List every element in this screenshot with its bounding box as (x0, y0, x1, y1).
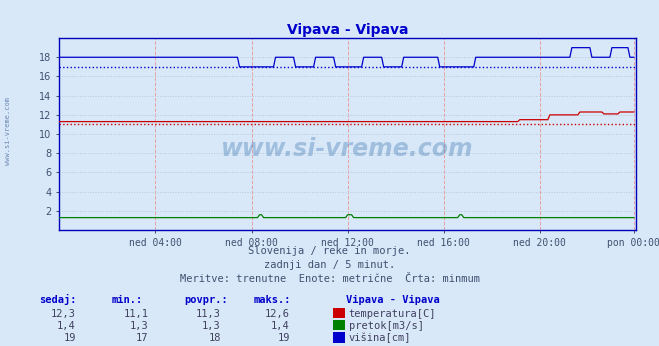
Text: 1,4: 1,4 (272, 321, 290, 331)
Text: 19: 19 (63, 333, 76, 343)
Text: min.:: min.: (112, 295, 143, 305)
Text: pretok[m3/s]: pretok[m3/s] (349, 321, 424, 331)
Text: zadnji dan / 5 minut.: zadnji dan / 5 minut. (264, 260, 395, 270)
Text: 19: 19 (277, 333, 290, 343)
Text: sedaj:: sedaj: (40, 294, 77, 305)
Text: Meritve: trenutne  Enote: metrične  Črta: minmum: Meritve: trenutne Enote: metrične Črta: … (179, 274, 480, 284)
Text: 17: 17 (136, 333, 148, 343)
Text: Slovenija / reke in morje.: Slovenija / reke in morje. (248, 246, 411, 256)
Text: 11,1: 11,1 (123, 309, 148, 319)
Text: www.si-vreme.com: www.si-vreme.com (221, 137, 474, 162)
Text: 1,3: 1,3 (130, 321, 148, 331)
Title: Vipava - Vipava: Vipava - Vipava (287, 23, 409, 37)
Text: maks.:: maks.: (254, 295, 291, 305)
Text: višina[cm]: višina[cm] (349, 333, 411, 343)
Text: 11,3: 11,3 (196, 309, 221, 319)
Text: www.si-vreme.com: www.si-vreme.com (5, 98, 11, 165)
Text: temperatura[C]: temperatura[C] (349, 309, 436, 319)
Text: 12,6: 12,6 (265, 309, 290, 319)
Text: 1,3: 1,3 (202, 321, 221, 331)
Text: povpr.:: povpr.: (185, 295, 228, 305)
Text: 18: 18 (208, 333, 221, 343)
Text: Vipava - Vipava: Vipava - Vipava (346, 295, 440, 305)
Text: 12,3: 12,3 (51, 309, 76, 319)
Text: 1,4: 1,4 (57, 321, 76, 331)
